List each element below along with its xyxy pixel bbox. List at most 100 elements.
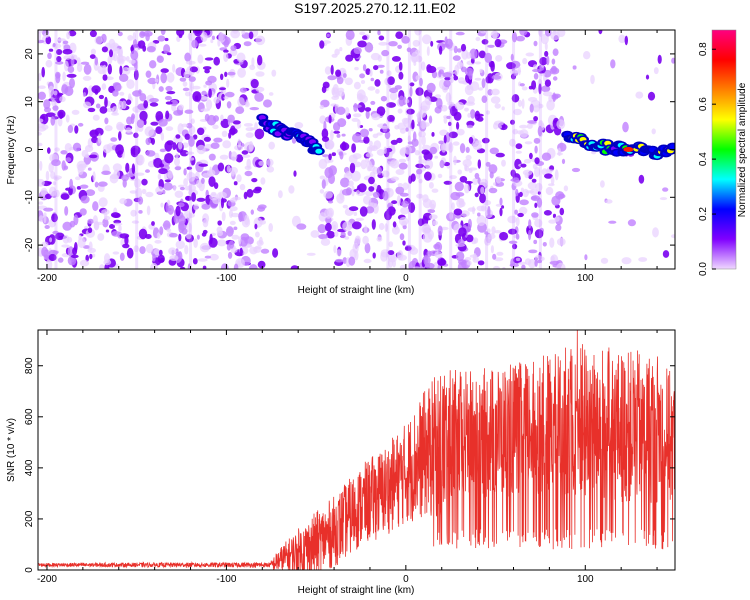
spectrogram-cell — [185, 60, 196, 65]
spectrogram-cell — [54, 147, 60, 152]
spectrogram-cell — [230, 125, 236, 136]
spectrogram-cell — [378, 41, 389, 46]
spectrogram-cell — [384, 210, 392, 221]
spectrogram-cell — [364, 107, 372, 112]
spectrogram-cell — [534, 229, 544, 239]
spectrogram-cell — [152, 253, 156, 262]
spectrogram-cell — [98, 197, 108, 208]
spectrogram-cell — [487, 205, 491, 217]
spectrogram-cell — [545, 186, 554, 196]
spectrogram-cell — [217, 191, 227, 199]
spectrogram-cell — [175, 134, 181, 139]
spectrogram-cell — [401, 200, 409, 208]
spectrogram-cell — [362, 64, 367, 72]
spectrogram-cell — [499, 197, 503, 206]
spectrogram-cell — [142, 45, 147, 52]
spectrogram-cell — [415, 87, 424, 96]
colorbar-frame — [711, 29, 737, 270]
spectrogram-cell — [515, 150, 522, 154]
spectrogram-cell — [73, 214, 79, 226]
spectrogram-cell — [157, 35, 166, 42]
spectrogram-cell — [528, 249, 538, 254]
spectrogram-cell — [358, 94, 363, 100]
spectrogram-cell — [61, 244, 70, 248]
spectrogram-cell — [233, 181, 238, 186]
spectrogram-cell — [146, 205, 151, 216]
spectrogram-cell — [398, 162, 408, 170]
spectrogram-cell — [87, 167, 92, 171]
spectrogram-cell — [381, 49, 390, 57]
spectrogram-cell — [422, 232, 433, 243]
spectrogram-cell — [233, 226, 238, 231]
spectrogram-cell — [384, 223, 388, 232]
spectrogram-cell — [528, 219, 532, 229]
spectrogram-cell — [221, 211, 226, 222]
spectrogram-streak — [407, 30, 411, 269]
spectrogram-cell — [52, 43, 56, 47]
spectrogram-cell — [511, 243, 518, 250]
spectrogram-cell — [84, 144, 94, 153]
spectrogram-cell — [184, 133, 191, 140]
spectrogram-cell — [119, 73, 129, 82]
spectrogram-cell — [254, 223, 258, 230]
spectrogram-cell — [89, 30, 97, 38]
spectrogram-cell — [175, 205, 181, 217]
x-tick-label: -100 — [216, 574, 236, 585]
spectrogram-cells — [38, 30, 675, 269]
spectrogram-cell — [105, 229, 110, 233]
spectrogram-cell — [453, 75, 459, 81]
spectrogram-cell — [147, 77, 158, 85]
spectrogram-cell — [499, 231, 509, 241]
spectrogram-cell — [45, 112, 56, 118]
spectrogram-cell — [338, 151, 343, 156]
spectrogram-cell — [495, 176, 502, 184]
spectrogram-cell — [662, 250, 670, 258]
spectrogram-cell — [394, 85, 402, 90]
spectrogram-cell — [166, 90, 176, 95]
spectrogram-cell — [537, 259, 542, 264]
spectrogram-cell — [219, 154, 229, 160]
spectrogram-cell — [53, 90, 58, 96]
spectrogram-cell — [431, 132, 435, 137]
spectrogram-cell — [237, 138, 241, 148]
colorbar-tick-label: 0.0 — [698, 262, 709, 276]
spectrogram-cell — [372, 191, 380, 198]
spectrogram-cell — [657, 54, 662, 64]
spectrogram-cell — [401, 147, 407, 155]
spectrogram-cell — [213, 96, 220, 104]
spectrogram-cell — [242, 154, 251, 158]
spectrogram-cell — [638, 174, 645, 184]
spectrogram-cell — [118, 131, 122, 141]
spectrogram-cell — [453, 155, 457, 166]
spectrogram-cell — [328, 200, 334, 204]
spectrogram-cell — [107, 63, 113, 75]
spectrogram-cell — [121, 100, 127, 110]
spectrogram-cell — [53, 176, 60, 181]
spectrogram-cell — [450, 75, 454, 83]
spectrogram-cell — [466, 124, 474, 129]
spectrogram-cell — [377, 55, 382, 62]
spectrogram-cell — [221, 93, 226, 101]
spectrogram-cell — [212, 124, 219, 130]
spectrogram-cell — [40, 187, 48, 197]
spectrogram-cell — [528, 97, 538, 102]
spectrogram-cell — [222, 140, 232, 149]
spectrogram-cell — [371, 113, 381, 121]
spectrogram-cell — [370, 100, 376, 105]
spectrogram-cell — [365, 110, 370, 119]
spectrogram-cell — [354, 235, 361, 245]
spectrogram-cell — [396, 137, 403, 144]
spectrogram-cell — [446, 115, 451, 120]
spectrogram-cell — [191, 85, 201, 90]
spectrogram-cell — [521, 264, 526, 269]
spectrogram-cell — [418, 155, 422, 160]
spectrogram-cell — [132, 90, 142, 97]
spectrogram-cell — [494, 230, 502, 234]
spectrogram-cell — [324, 139, 335, 150]
spectrogram-cell — [552, 76, 558, 81]
spectrogram-cell — [223, 38, 229, 48]
spectrogram-cell — [333, 224, 337, 230]
spectrogram-cell — [442, 72, 453, 78]
spectrogram-cell — [370, 145, 378, 152]
spectrogram-cell — [125, 127, 132, 133]
